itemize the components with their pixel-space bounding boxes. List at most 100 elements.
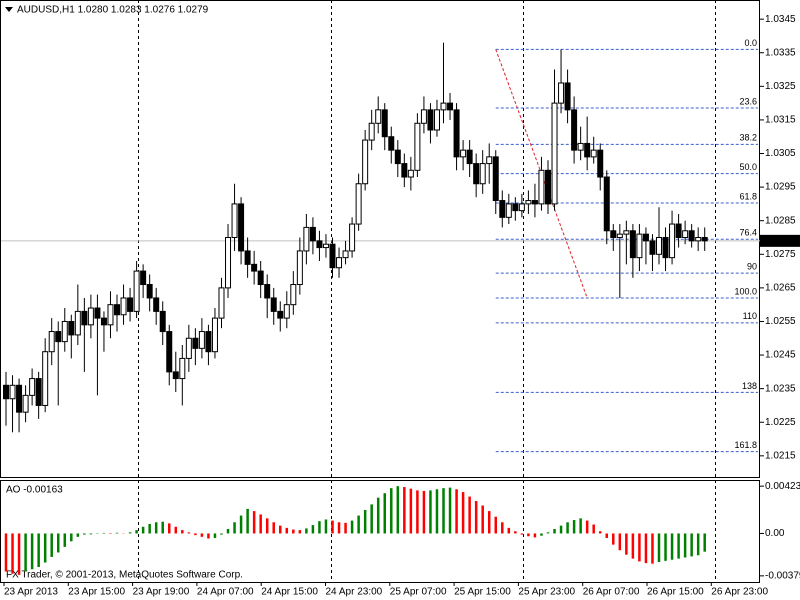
candle-body xyxy=(499,200,506,218)
x-tick-label: 25 Apr 23:00 xyxy=(518,587,575,598)
candle-body xyxy=(636,233,643,259)
y-tick-label: -0.00379 xyxy=(765,570,800,581)
candle-body xyxy=(551,102,558,205)
menu-icon[interactable] xyxy=(5,7,13,12)
candle-body xyxy=(623,230,630,235)
candle-body xyxy=(3,384,9,400)
candle-body xyxy=(381,109,388,138)
candle-body xyxy=(597,149,604,178)
candle-body xyxy=(153,297,160,312)
candle-body xyxy=(453,109,460,158)
candle-body xyxy=(375,109,382,124)
candle-body xyxy=(166,331,173,373)
candle-body xyxy=(179,357,186,380)
x-tick-label: 23 Apr 15:00 xyxy=(68,587,125,598)
candle-body xyxy=(270,297,277,312)
candle-body xyxy=(68,320,75,336)
candle-body xyxy=(251,263,258,272)
candle-body xyxy=(433,109,440,131)
fibo-label: 138 xyxy=(742,381,757,391)
candle-body xyxy=(211,317,218,353)
x-tick-label: 24 Apr 07:00 xyxy=(197,587,254,598)
candle-body xyxy=(48,331,55,353)
candle-body xyxy=(290,284,297,306)
x-tick-label: 25 Apr 07:00 xyxy=(390,587,447,598)
fibo-label: 0.0 xyxy=(744,38,757,48)
candle-body xyxy=(94,307,101,319)
x-tick-label: 23 Apr 19:00 xyxy=(133,587,190,598)
ao-title: AO -0.00163 xyxy=(6,485,63,496)
candle-body xyxy=(74,310,81,336)
candle-body xyxy=(146,284,153,299)
candle-body xyxy=(682,230,689,238)
y-tick-label: 1.0345 xyxy=(765,14,796,25)
candle-body xyxy=(447,102,454,111)
candle-body xyxy=(407,169,414,178)
candle-body xyxy=(505,203,512,218)
candle-body xyxy=(159,310,166,333)
y-tick-label: 1.0225 xyxy=(765,417,796,428)
candle-body xyxy=(695,236,702,242)
candle-body xyxy=(238,203,245,252)
y-tick-label: 0.00423 xyxy=(765,481,800,492)
candle-body xyxy=(316,240,323,249)
candle-body xyxy=(544,169,551,205)
y-tick-label: 1.0285 xyxy=(765,215,796,226)
footer: FX Trader, © 2001-2013, MetaQuotes Softw… xyxy=(6,570,243,581)
x-tick-label: 24 Apr 23:00 xyxy=(326,587,383,598)
candle-body xyxy=(701,236,708,242)
x-tick-label: 26 Apr 23:00 xyxy=(711,587,768,598)
candle-body xyxy=(401,163,408,178)
candle-body xyxy=(296,250,303,286)
candle-body xyxy=(61,320,68,343)
candle-body xyxy=(577,142,584,151)
fibo-label: 50.0 xyxy=(739,162,757,172)
fibo-label: 90 xyxy=(747,261,757,271)
candle-body xyxy=(303,226,310,252)
candle-body xyxy=(531,200,538,205)
candle-body xyxy=(349,223,356,252)
y-tick-label: 1.0295 xyxy=(765,182,796,193)
candle-body xyxy=(669,223,676,259)
candle-body xyxy=(87,307,94,326)
x-tick-label: 23 Apr 2013 xyxy=(4,587,58,598)
candle-body xyxy=(231,203,238,238)
y-tick-label: 1.0335 xyxy=(765,47,796,58)
candle-body xyxy=(120,297,127,316)
fibo-label: 100.0 xyxy=(734,286,757,296)
last-price-label: 1.0279 xyxy=(763,235,794,246)
candle-body xyxy=(100,317,107,326)
fibo-label: 61.8 xyxy=(739,191,757,201)
candle-body xyxy=(558,82,565,104)
candle-body xyxy=(140,270,147,286)
candle-body xyxy=(610,230,617,238)
candle-body xyxy=(603,176,610,232)
candle-body xyxy=(473,163,480,185)
candle-body xyxy=(283,304,290,319)
candle-body xyxy=(512,203,519,212)
candle-body xyxy=(322,243,329,249)
candle-body xyxy=(55,331,62,343)
ao-panel xyxy=(0,480,760,583)
candle-body xyxy=(675,223,682,238)
fibo-label: 110 xyxy=(743,311,757,321)
candle-body xyxy=(42,351,49,406)
candle-body xyxy=(342,250,349,259)
candle-body xyxy=(205,331,212,353)
candle-body xyxy=(368,122,375,141)
candle-body xyxy=(414,122,421,171)
candle-body xyxy=(16,384,23,413)
candle-body xyxy=(656,236,662,255)
y-tick-label: 1.0235 xyxy=(765,383,796,394)
candle-body xyxy=(642,233,649,242)
candle-body xyxy=(225,236,232,289)
candle-body xyxy=(525,200,532,205)
candle-body xyxy=(355,183,362,225)
candle-body xyxy=(584,142,591,158)
candle-body xyxy=(114,304,121,316)
candle-body xyxy=(571,109,578,151)
candle-body xyxy=(218,287,225,319)
candle-body xyxy=(460,149,467,158)
fibo-label: 76.4 xyxy=(739,228,757,238)
